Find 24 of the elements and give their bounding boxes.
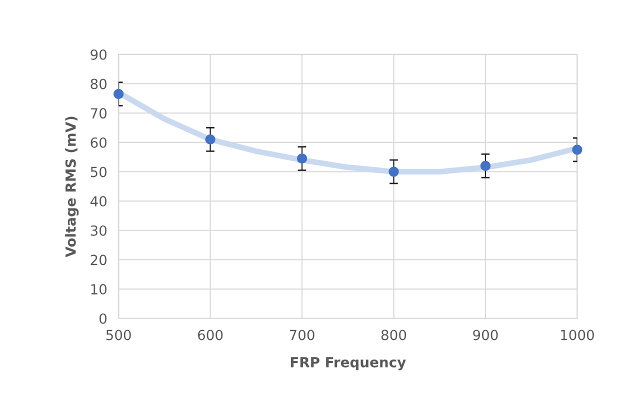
x-axis-title: FRP Frequency <box>290 357 406 370</box>
y-tick-label: 80 <box>90 78 107 90</box>
point <box>113 88 124 100</box>
point <box>205 134 216 145</box>
y-tick-label: 90 <box>90 49 107 60</box>
y-tick-label: 0 <box>100 313 107 324</box>
x-tick-label: 600 <box>198 330 223 340</box>
point <box>572 144 582 155</box>
point <box>296 153 308 164</box>
x-tick-label: 900 <box>473 330 498 340</box>
y-tick-label: 70 <box>90 108 107 119</box>
point <box>388 166 399 177</box>
y-tick-label: 20 <box>90 254 107 266</box>
point <box>480 160 491 171</box>
y-axis-title: Voltage RMS (mV) <box>65 116 79 258</box>
y-tick-label: 30 <box>90 225 107 236</box>
x-tick-label: 500 <box>106 330 131 340</box>
y-tick-label: 40 <box>90 196 107 207</box>
x-tick-label: 800 <box>381 330 406 340</box>
y-tick-label: 60 <box>90 137 107 148</box>
y-tick-label: 10 <box>91 284 107 295</box>
y-tick-label: 50 <box>90 166 107 178</box>
x-tick-label: 700 <box>290 330 314 340</box>
x-tick-label: 1000 <box>561 330 594 340</box>
